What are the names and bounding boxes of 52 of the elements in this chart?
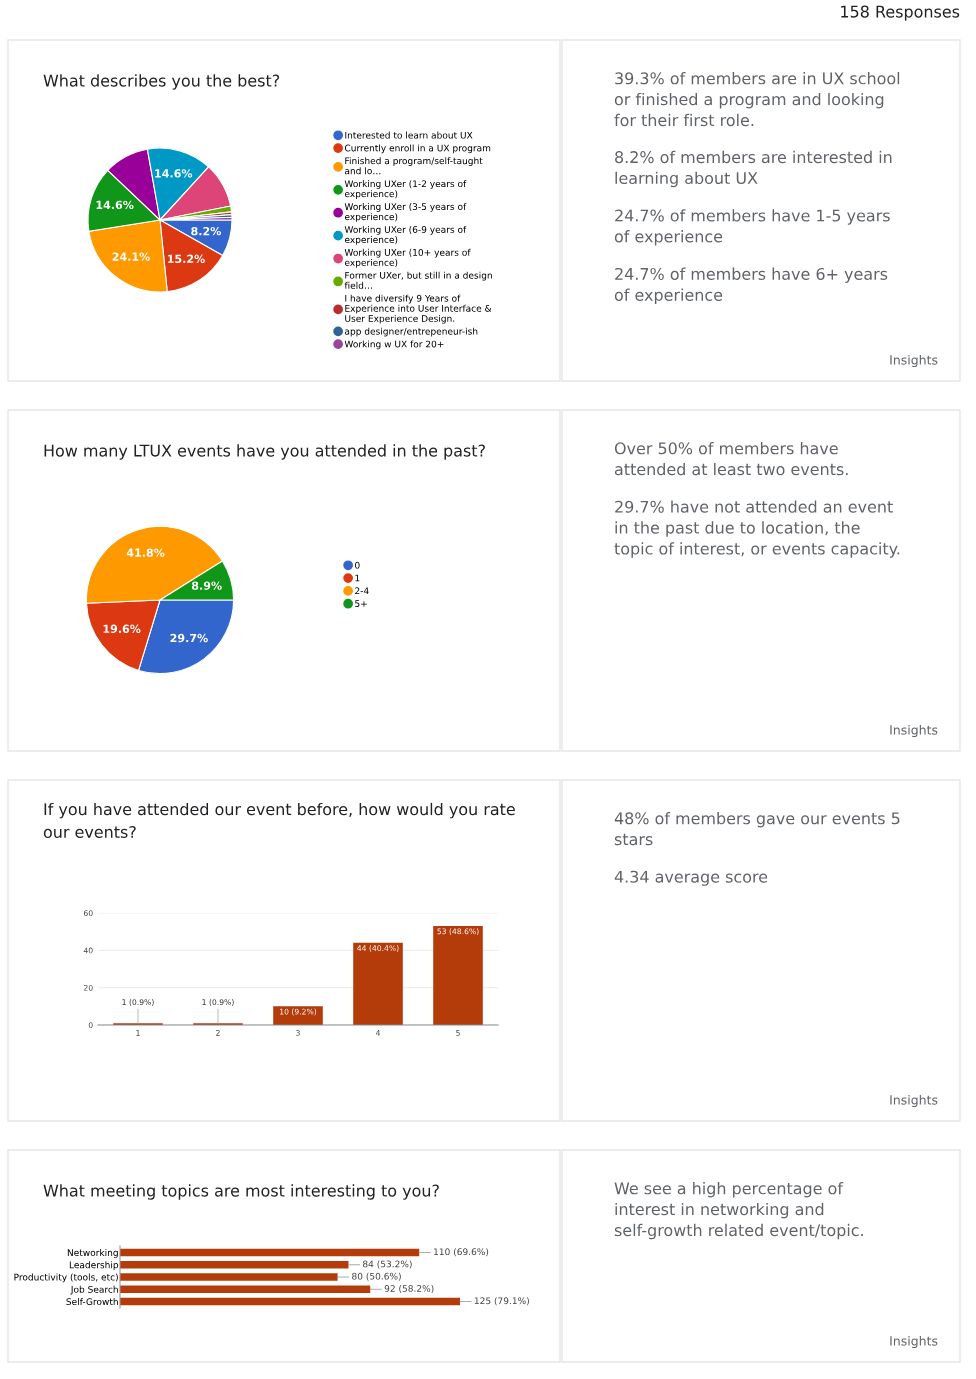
legend-label: 0 <box>355 561 360 569</box>
y-tick-label: Networking <box>67 1249 118 1258</box>
text: Over 50% of members have attended at least two events. <box>614 442 848 476</box>
data-label: 15.2% <box>167 254 205 264</box>
text: We see a high percentage of interest in networking and self-growth related event/topic. <box>614 1182 863 1240</box>
legend-label: Working UXer (1-2 years of experience) <box>344 180 467 199</box>
legend-label: Working UXer (3-5 years of experience) <box>344 203 467 222</box>
data-label: 84 (53.2%) <box>362 1260 412 1269</box>
data-label: 29.7% <box>170 633 208 643</box>
data-label: 125 (79.1%) <box>474 1297 529 1306</box>
text: Insights <box>890 354 938 368</box>
text: 4.34 average score <box>614 870 768 886</box>
legend-label: I have diversify 9 Years of Experience into User Interface & User Experience Design. <box>345 294 492 324</box>
text: 24.7% of members have 6+ years of experience <box>614 267 888 304</box>
chart-title: If you have attended our event before, how would you rate our events? <box>43 802 515 838</box>
legend-label: Former UXer, but still in a design field… <box>344 271 492 289</box>
text: Insights <box>890 1094 938 1108</box>
data-label: 14.6% <box>155 169 193 178</box>
data-label: 24.1% <box>112 252 150 261</box>
legend-label: Working UXer (6-9 years of experience) <box>344 225 467 245</box>
y-tick-label: Self-Growth <box>66 1298 118 1306</box>
chart-title: What describes you the best? <box>43 74 280 90</box>
text: 48% of members gave our events 5 stars <box>614 812 900 846</box>
chart-title: How many LTUX events have you attended in the past? <box>44 444 485 460</box>
data-label: 8.9% <box>191 581 222 590</box>
legend-label: Working UXer (10+ years of experience) <box>344 248 471 268</box>
legend-label: 2-4 <box>355 587 369 595</box>
y-tick-label: Productivity (tools, etc) <box>14 1273 118 1283</box>
y-tick-label: Job Search <box>70 1285 118 1295</box>
text: 39.3% of members are in UX school or finished a program and looking for their first role. <box>614 72 900 127</box>
data-label: 14.6% <box>96 200 134 210</box>
chart-title: What meeting topics are most interesting to you? <box>43 1184 439 1200</box>
text: 29.7% have not attended an event in the past due to location, the topic of interest, or events capacity. <box>614 500 900 558</box>
text: 158 Responses <box>841 5 960 21</box>
legend-label: Finished a program/self-taught and lo… <box>344 157 483 175</box>
legend-label: Currently enroll in a UX program <box>344 144 491 154</box>
y-tick-label: Leadership <box>69 1261 119 1271</box>
text: Insights <box>890 1335 938 1349</box>
legend-label: app designer/entrepeneur-ish <box>344 327 478 337</box>
data-label: 110 (69.6%) <box>434 1248 489 1257</box>
data-label: 41.8% <box>126 548 165 557</box>
legend-label: Interested to learn about UX <box>345 131 473 139</box>
text: Insights <box>890 724 938 738</box>
legend-label: 1 <box>355 574 360 582</box>
data-label: 80 (50.6%) <box>352 1272 401 1281</box>
legend-label: 5+ <box>355 600 367 607</box>
legend-label: Working w UX for 20+ <box>344 340 444 350</box>
text: 8.2% of members are interested in learning about UX <box>615 150 892 188</box>
text: 24.7% of members have 1-5 years of experience <box>614 209 890 246</box>
data-label: 19.6% <box>103 624 141 633</box>
data-label: 8.2% <box>191 226 222 236</box>
data-label: 92 (58.2%) <box>384 1284 434 1293</box>
